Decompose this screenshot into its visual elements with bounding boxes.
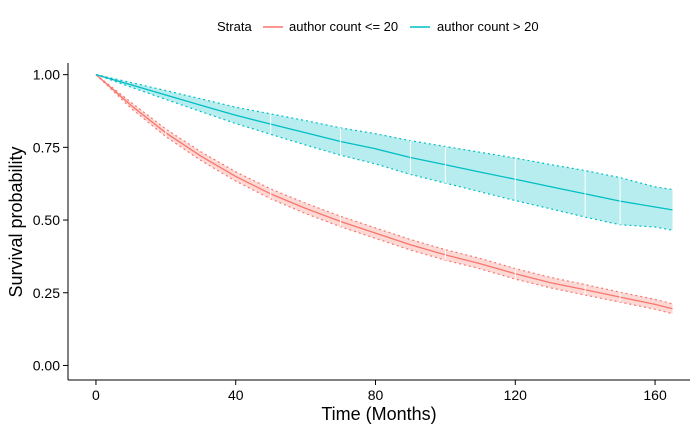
plot-area (95, 73, 673, 315)
survival-curve (95, 73, 673, 211)
x-axis-ticks: 0 40 80 120 160 (92, 380, 667, 403)
legend-item: author count > 20 (410, 19, 539, 34)
x-tick-label: 160 (643, 387, 667, 403)
legend-label-series-2: author count > 20 (437, 19, 539, 34)
legend: Strata author count <= 20 author count >… (217, 19, 539, 34)
x-axis-title: Time (Months) (321, 404, 436, 424)
survival-curve (95, 74, 673, 310)
y-tick-label: 0.00 (33, 357, 60, 373)
legend-item: author count <= 20 (263, 19, 398, 34)
ci-upper-line (95, 74, 673, 191)
x-tick-label: 0 (92, 387, 100, 403)
y-tick-label: 0.25 (33, 285, 60, 301)
legend-title: Strata (217, 19, 252, 34)
y-axis-ticks: 0.00 0.25 0.50 0.75 1.00 (33, 67, 68, 373)
y-tick-label: 0.50 (33, 212, 60, 228)
x-tick-label: 120 (504, 387, 528, 403)
y-tick-label: 1.00 (33, 67, 60, 83)
x-tick-label: 40 (228, 387, 244, 403)
ci-lower-line (95, 74, 673, 315)
y-axis-title: Survival probability (6, 146, 26, 297)
series-1 (95, 74, 673, 315)
ci-lower-line (95, 74, 673, 231)
y-tick-label: 0.75 (33, 139, 60, 155)
confidence-band (96, 74, 673, 231)
x-tick-label: 80 (368, 387, 384, 403)
legend-label-series-1: author count <= 20 (289, 19, 398, 34)
series-2 (95, 73, 673, 231)
